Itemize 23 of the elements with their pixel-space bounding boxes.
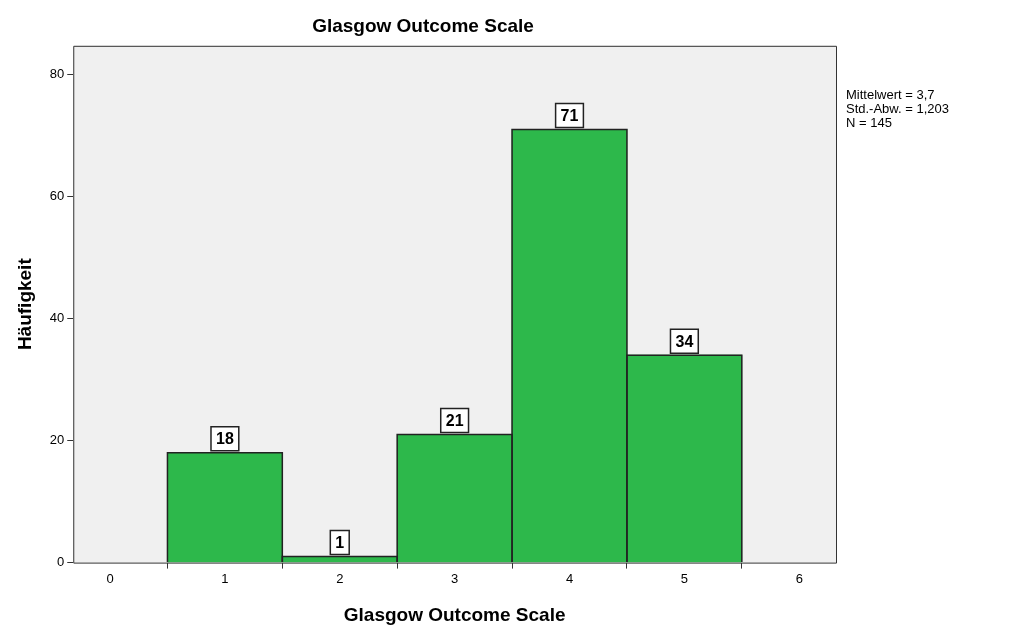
- x-tick-label: 2: [336, 570, 344, 586]
- x-tick-label: 6: [795, 570, 803, 586]
- y-tick-label: 20: [49, 432, 65, 448]
- y-tick-label: 0: [57, 554, 65, 570]
- y-tick-label: 60: [49, 188, 65, 204]
- text: Std.-Abw. = 1,203: [846, 101, 949, 116]
- x-tick-label: 0: [106, 570, 114, 586]
- y-tick-label: 80: [49, 66, 65, 82]
- x-tick-label: 4: [565, 570, 574, 586]
- data-label: 1: [335, 533, 345, 551]
- x-tick-label: 3: [451, 570, 459, 586]
- x-axis-title: Glasgow Outcome Scale: [343, 603, 566, 625]
- data-label: 34: [675, 332, 694, 350]
- text: Mittelwert = 3,7: [846, 87, 936, 102]
- data-label: 21: [445, 411, 464, 429]
- x-tick-label: 1: [221, 570, 229, 586]
- data-label: 71: [560, 106, 579, 124]
- x-tick-label: 5: [680, 570, 688, 586]
- y-axis-title: Häufigkeit: [13, 257, 35, 351]
- chart-title: Glasgow Outcome Scale: [312, 14, 534, 36]
- y-tick-label: 40: [49, 310, 65, 326]
- data-label: 18: [215, 430, 234, 448]
- text: N = 145: [846, 115, 893, 130]
